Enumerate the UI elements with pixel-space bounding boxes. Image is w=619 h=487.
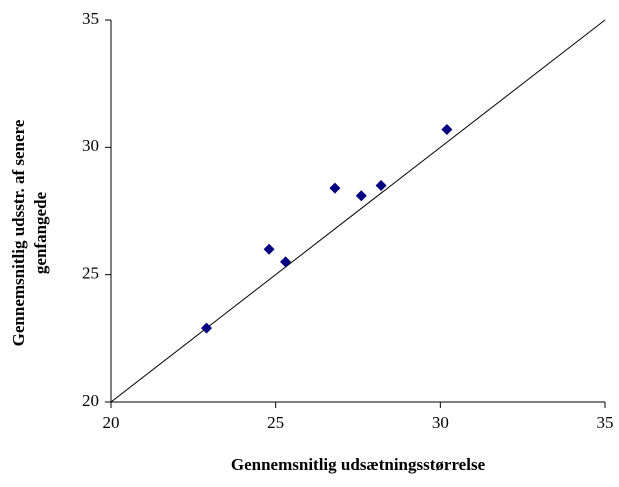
x-tick-label: 25 <box>267 413 284 432</box>
y-axis-label: Gennemsnitlig udsstr. af senere <box>9 119 28 346</box>
y-tick-label: 35 <box>82 9 99 28</box>
y-tick-label: 30 <box>82 136 99 155</box>
data-point <box>375 180 387 192</box>
data-point <box>280 256 292 268</box>
y-tick-label: 25 <box>82 264 99 283</box>
data-point <box>355 190 367 202</box>
data-point <box>329 182 341 194</box>
x-tick-label: 30 <box>432 413 449 432</box>
reference-line <box>110 19 606 403</box>
x-axis-label: Gennemsnitlig udsætningsstørrelse <box>231 455 486 474</box>
y-tick-label: 20 <box>82 391 99 410</box>
data-point <box>201 322 213 334</box>
data-point <box>441 124 453 136</box>
x-tick-label: 20 <box>103 413 120 432</box>
data-point <box>263 243 275 255</box>
y-axis-label: genfangede <box>31 191 50 274</box>
x-tick-label: 35 <box>597 413 614 432</box>
